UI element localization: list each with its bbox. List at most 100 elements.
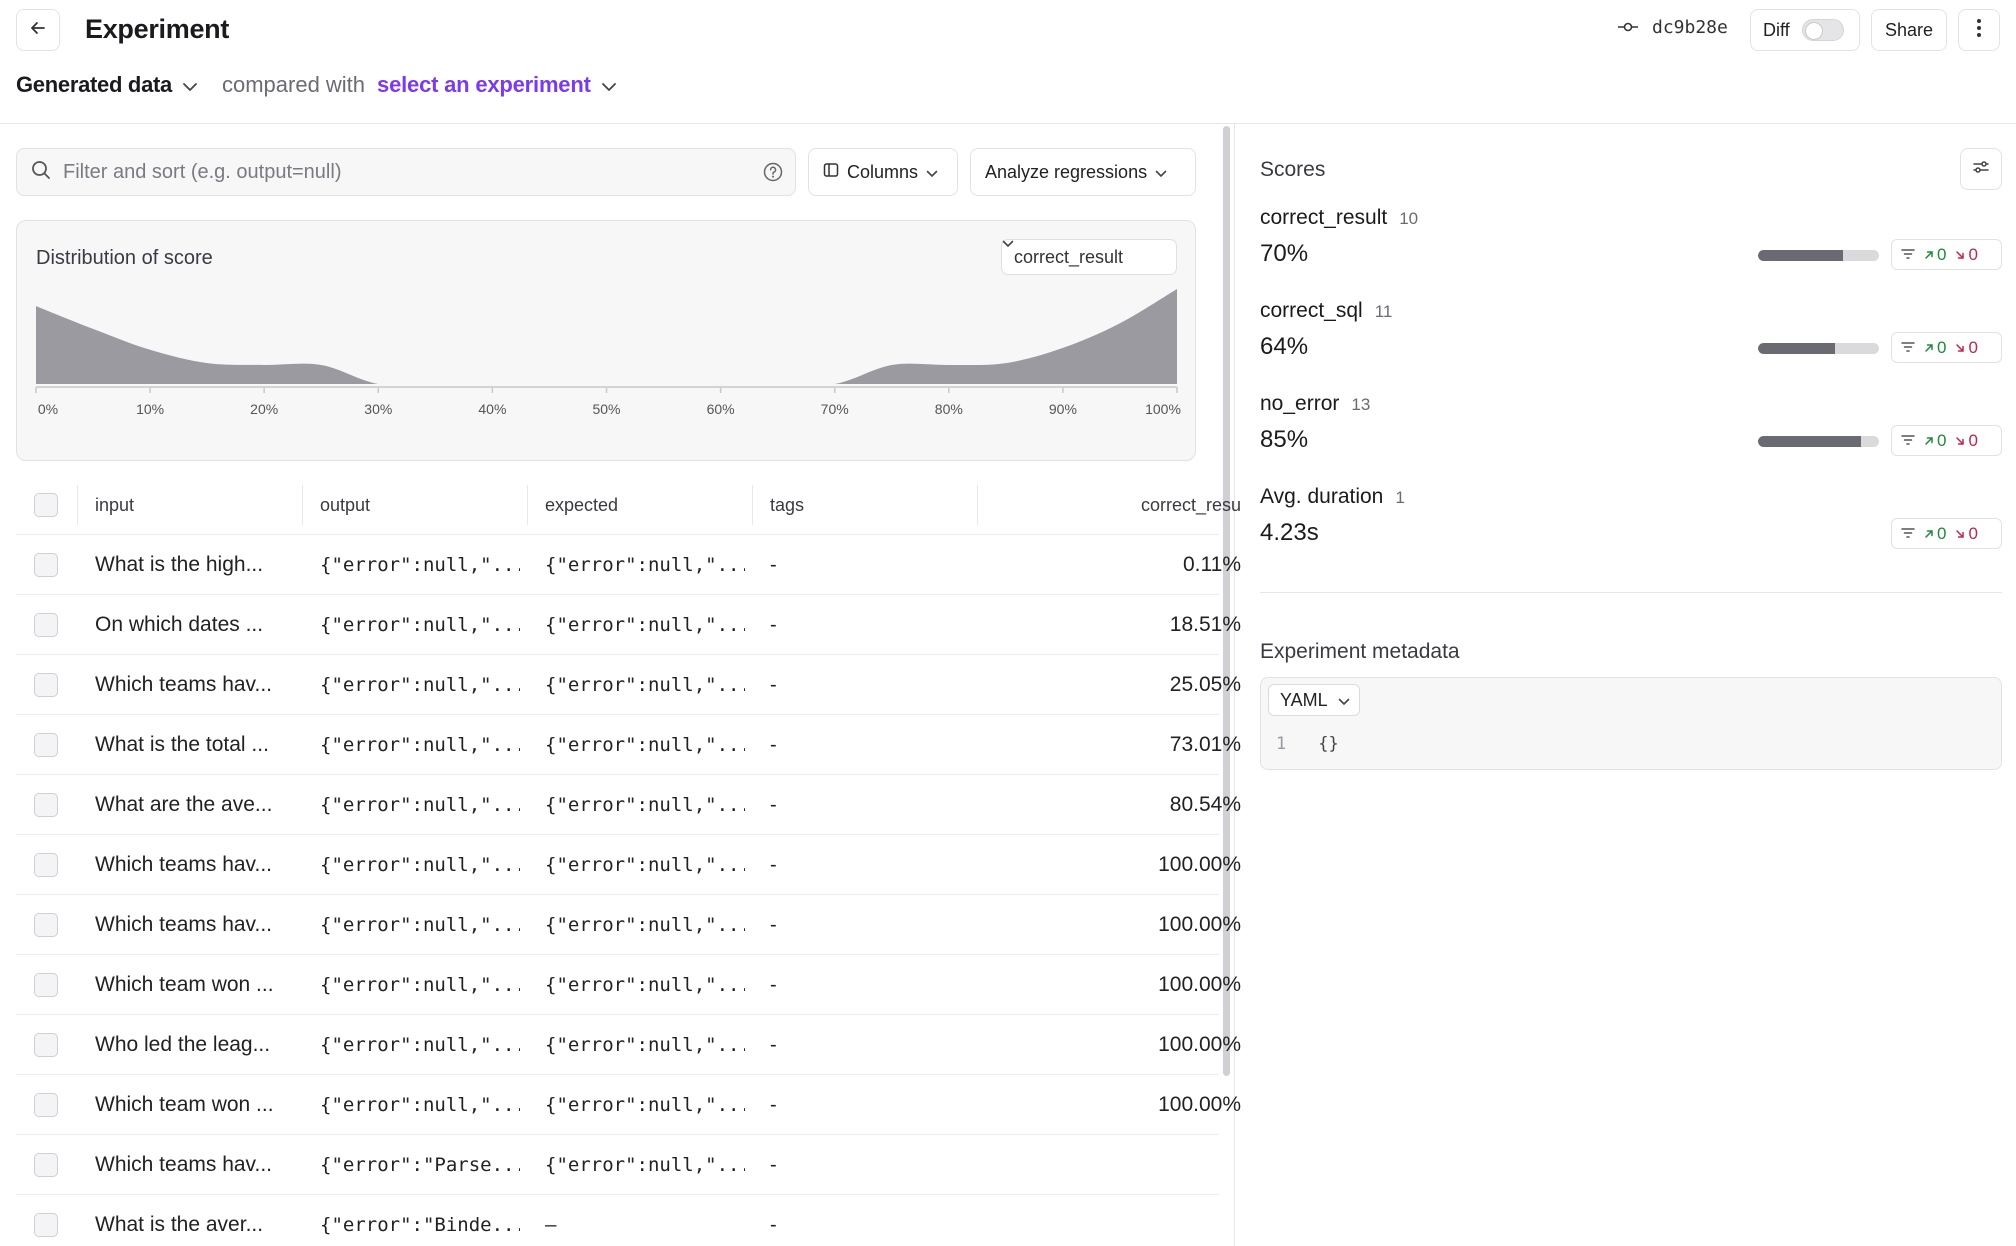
cell-expected[interactable]: {"error":null,"... [545,674,745,696]
cell-tags[interactable]: - [770,793,777,816]
row-checkbox-cell[interactable] [34,1075,64,1135]
filter-input[interactable] [63,160,743,184]
select-all-checkbox[interactable] [34,493,58,517]
cell-input[interactable]: What is the aver... [95,1213,264,1236]
column-separator[interactable] [752,485,753,525]
cell-output[interactable]: {"error":"Parse... [320,1154,520,1176]
cell-correct-result[interactable]: 25.05% [1169,673,1241,696]
cell-output[interactable]: {"error":null,"... [320,614,520,636]
share-button[interactable]: Share [1871,9,1947,51]
cell-input[interactable]: What are the ave... [95,793,273,816]
cell-correct-result[interactable]: 100.00% [1158,913,1241,936]
cell-input[interactable]: On which dates ... [95,613,264,636]
cell-expected[interactable]: {"error":null,"... [545,974,745,996]
cell-tags[interactable]: - [770,853,777,876]
row-checkbox-cell[interactable] [34,535,64,595]
row-checkbox[interactable] [34,613,58,637]
table-row[interactable]: Which team won ... {"error":null,"... {"er… [16,955,1241,1015]
row-checkbox-cell[interactable] [34,1015,64,1075]
row-checkbox[interactable] [34,853,58,877]
cell-correct-result[interactable]: 18.51% [1169,613,1241,636]
row-checkbox-cell[interactable] [34,715,64,775]
cell-output[interactable]: {"error":null,"... [320,1034,520,1056]
cell-correct-result[interactable]: 73.01% [1169,733,1241,756]
cell-correct-result[interactable]: 80.54% [1169,793,1241,816]
row-checkbox-cell[interactable] [34,955,64,1015]
cell-correct-result[interactable]: 0.11% [1183,553,1241,576]
cell-expected[interactable]: {"error":null,"... [545,1094,745,1116]
cell-output[interactable]: {"error":null,"... [320,674,520,696]
cell-input[interactable]: Who led the leag... [95,1033,271,1056]
experiment-selector[interactable]: select an experiment [377,72,591,97]
cell-tags[interactable]: - [770,913,777,936]
select-all-checkbox-cell[interactable] [34,475,64,535]
help-icon[interactable] [763,162,783,187]
row-checkbox[interactable] [34,673,58,697]
cell-input[interactable]: What is the high... [95,553,264,576]
column-header-tags[interactable]: tags [770,494,805,515]
cell-tags[interactable]: - [770,973,777,996]
dataset-selector[interactable]: Generated data [16,72,172,97]
cell-output[interactable]: {"error":null,"... [320,734,520,756]
table-row[interactable]: What is the total ... {"error":null,"... {… [16,715,1241,775]
cell-expected[interactable]: {"error":null,"... [545,914,745,936]
cell-output[interactable]: {"error":null,"... [320,974,520,996]
cell-input[interactable]: Which teams hav... [95,853,273,876]
cell-output[interactable]: {"error":null,"... [320,854,520,876]
cell-tags[interactable]: - [770,1153,777,1176]
row-checkbox[interactable] [34,1213,58,1237]
cell-tags[interactable]: - [770,553,777,576]
row-checkbox-cell[interactable] [34,595,64,655]
cell-tags[interactable]: - [770,1033,777,1056]
table-scrollbar[interactable] [1223,126,1230,1076]
chevron-down-icon[interactable] [601,72,617,98]
column-separator[interactable] [977,485,978,525]
cell-input[interactable]: Which teams hav... [95,673,273,696]
cell-tags[interactable]: - [770,613,777,636]
column-separator[interactable] [527,485,528,525]
row-checkbox[interactable] [34,1033,58,1057]
row-checkbox[interactable] [34,973,58,997]
cell-input[interactable]: Which teams hav... [95,913,273,936]
table-row[interactable]: Which team won ... {"error":null,"... {"er… [16,1075,1241,1135]
cell-output[interactable]: {"error":null,"... [320,554,520,576]
row-checkbox[interactable] [34,913,58,937]
row-checkbox-cell[interactable] [34,1195,64,1246]
cell-output[interactable]: {"error":null,"... [320,914,520,936]
table-row[interactable]: What are the ave... {"error":null,"... {"e… [16,775,1241,835]
cell-expected[interactable]: {"error":null,"... [545,1034,745,1056]
column-header-expected[interactable]: expected [545,494,619,515]
diff-toggle-switch[interactable] [1801,19,1844,41]
row-checkbox-cell[interactable] [34,775,64,835]
code-content[interactable]: {} [1318,734,1339,754]
cell-tags[interactable]: - [770,1213,777,1236]
cell-expected[interactable]: {"error":null,"... [545,734,745,756]
column-separator[interactable] [302,485,303,525]
score-settings-button[interactable] [1960,148,2002,190]
back-button[interactable] [16,9,60,51]
row-checkbox[interactable] [34,1093,58,1117]
cell-expected[interactable]: {"error":null,"... [545,794,745,816]
cell-expected[interactable]: {"error":null,"... [545,614,745,636]
table-row[interactable]: Which teams hav... {"error":"Parse... {"er… [16,1135,1219,1195]
cell-expected[interactable]: {"error":null,"... [545,554,745,576]
row-checkbox-cell[interactable] [34,655,64,715]
format-select[interactable]: YAML [1268,684,1360,716]
commit-indicator[interactable]: dc9b28e [1618,17,1728,38]
diff-toggle-button[interactable]: Diff [1750,9,1860,51]
row-checkbox[interactable] [34,733,58,757]
table-row[interactable]: What is the aver... {"error":"Binde... – - [16,1195,1219,1246]
row-checkbox-cell[interactable] [34,895,64,955]
cell-input[interactable]: What is the total ... [95,733,269,756]
cell-expected[interactable]: {"error":null,"... [545,854,745,876]
more-options-button[interactable] [1958,9,2000,51]
row-checkbox[interactable] [34,553,58,577]
cell-correct-result[interactable]: 100.00% [1158,853,1241,876]
column-separator[interactable] [77,485,78,525]
cell-expected[interactable]: {"error":null,"... [545,1154,745,1176]
row-checkbox-cell[interactable] [34,1135,64,1195]
